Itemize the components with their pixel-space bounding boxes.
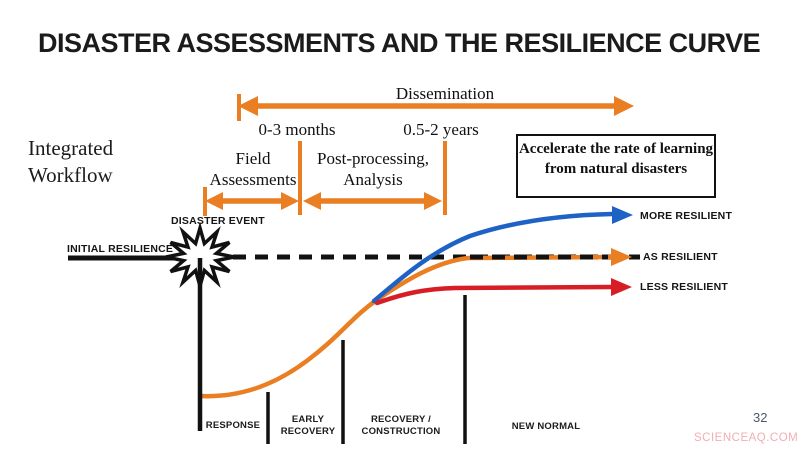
- disaster-event-label: DISASTER EVENT: [171, 215, 265, 227]
- integrated-workflow-label: Integrated Workflow: [28, 136, 114, 188]
- as-resilient-label: AS RESILIENT: [643, 251, 718, 263]
- as-resilient-arrowhead-icon: [611, 248, 632, 266]
- less-resilient-arrowhead-icon: [611, 278, 632, 296]
- phase-new-normal-label: NEW NORMAL: [511, 421, 581, 432]
- accelerate-learning-callout: Accelerate the rate of learning from nat…: [516, 134, 716, 198]
- field-assessments-arrow: [203, 187, 299, 216]
- dissemination-arrow: [237, 94, 634, 121]
- slide-title: DISASTER ASSESSMENTS AND THE RESILIENCE …: [38, 28, 761, 58]
- more-resilient-label: MORE RESILIENT: [640, 210, 733, 222]
- recovery-curve-orange: [197, 254, 617, 399]
- disaster-starburst-icon: [165, 221, 235, 293]
- less-resilient-curve: [374, 284, 614, 306]
- phase-early-recovery-label: EARLY RECOVERY: [280, 414, 336, 437]
- phase-response-label: RESPONSE: [205, 420, 261, 431]
- field-assessments-label: Field Assessments: [209, 149, 297, 190]
- more-resilient-curve: [371, 211, 615, 304]
- watermark: SCIENCEAQ.COM: [694, 432, 799, 444]
- post-processing-arrow: [303, 192, 442, 210]
- duration-05-2-years-label: 0.5-2 years: [403, 120, 479, 139]
- duration-0-3-months-label: 0-3 months: [258, 120, 336, 139]
- more-resilient-arrowhead-icon: [612, 206, 633, 224]
- less-resilient-label: LESS RESILIENT: [640, 281, 728, 293]
- dissemination-label: Dissemination: [395, 84, 495, 103]
- post-processing-label: Post-processing, Analysis: [317, 149, 429, 190]
- page-number: 32: [753, 410, 768, 425]
- phase-recovery-construction-label: RECOVERY / CONSTRUCTION: [361, 414, 441, 437]
- initial-resilience-label: INITIAL RESILIENCE: [67, 243, 174, 255]
